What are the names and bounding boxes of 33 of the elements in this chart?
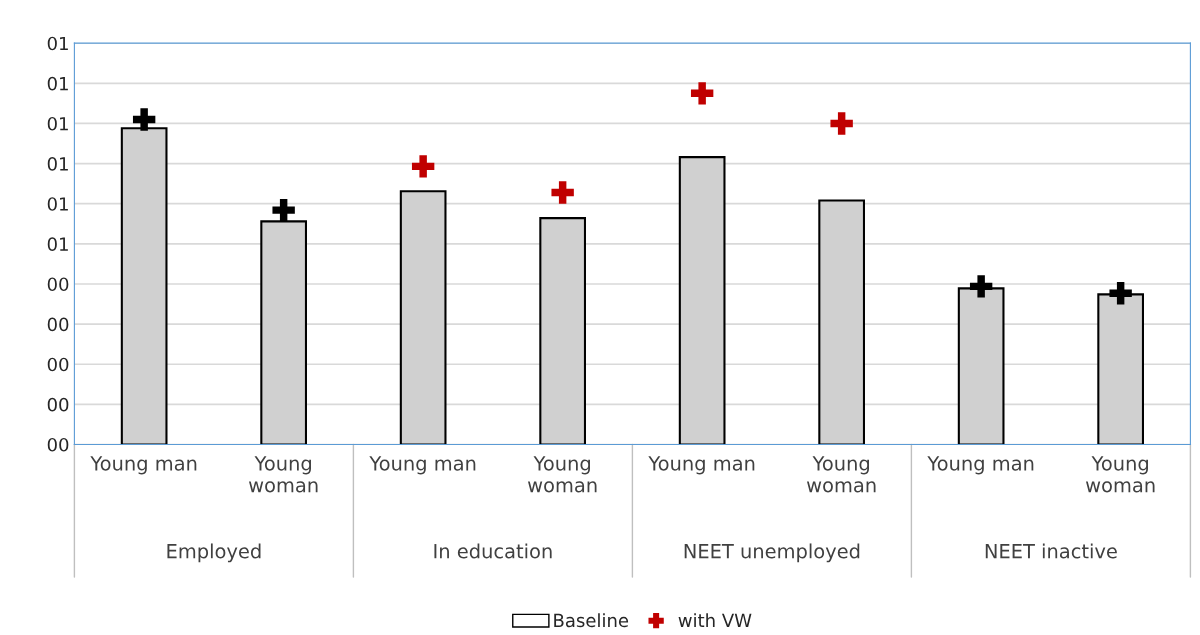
point	[411, 155, 435, 178]
text: Employed	[167, 543, 261, 563]
x-tick-label: Young woman	[527, 456, 597, 493]
point	[132, 108, 156, 131]
y-tick-label: 01	[47, 116, 68, 131]
x-tick-label: Young man	[648, 456, 755, 475]
x-tick-label: Young man	[369, 456, 476, 475]
y-tick-label: 01	[47, 237, 68, 251]
point	[1109, 282, 1132, 305]
x-tick-label: Young man	[90, 456, 197, 475]
y-tick-label: 00	[47, 277, 69, 292]
y-tick-label: 00	[47, 357, 69, 372]
y-tick-label: 00	[47, 437, 69, 452]
text: In education	[434, 543, 552, 559]
point	[690, 82, 714, 105]
point	[830, 112, 853, 135]
text: NEET inactive	[985, 543, 1117, 559]
y-tick-label: 00	[47, 397, 69, 412]
y-tick-label: 01	[47, 157, 68, 171]
point	[272, 198, 295, 222]
x-tick-label: Young woman	[248, 456, 318, 493]
point	[551, 181, 574, 204]
legend-label: with VW	[678, 613, 752, 627]
y-tick-label: 00	[47, 317, 69, 332]
legend-label: Baseline	[554, 613, 629, 628]
x-tick-label: Young woman	[806, 456, 876, 493]
text: NEET unemployed	[684, 543, 860, 563]
point	[969, 275, 993, 298]
x-tick-label: Young man	[927, 456, 1034, 475]
y-tick-label: 01	[47, 76, 68, 91]
x-tick-label: Young woman	[1085, 456, 1155, 493]
y-tick-label: 01	[47, 197, 68, 211]
y-tick-label: 01	[47, 36, 68, 51]
